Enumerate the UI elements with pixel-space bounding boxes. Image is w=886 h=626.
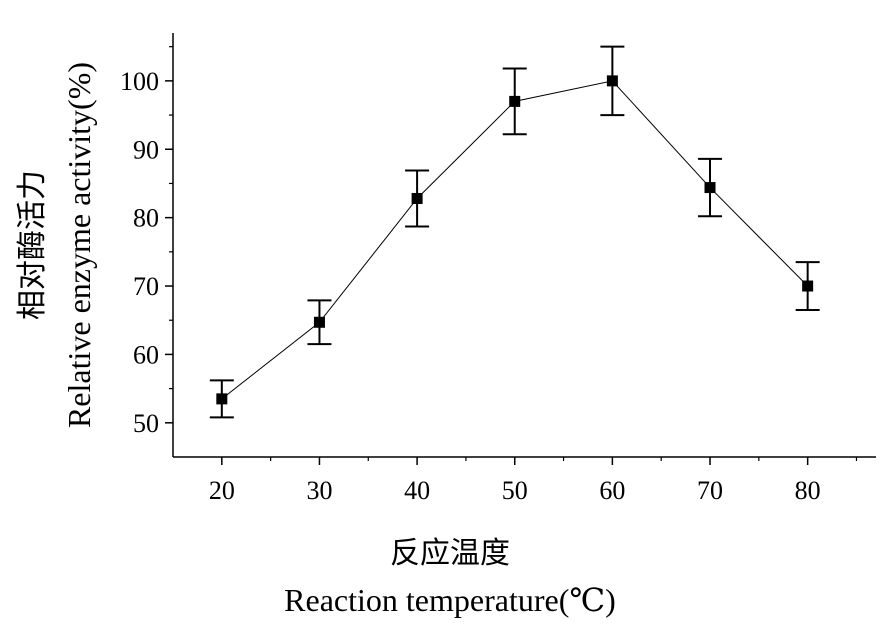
x-tick-label: 40 [404, 476, 430, 505]
data-point [802, 280, 814, 292]
data-point [509, 95, 521, 107]
data-point [704, 182, 716, 194]
y-tick-label: 50 [133, 409, 159, 438]
data-point [411, 192, 423, 204]
x-axis-title-cn: 反应温度 [390, 536, 510, 571]
data-point [606, 75, 618, 87]
ticks: 50 60 70 80 90 100 20 30 40 50 60 70 80 [120, 46, 858, 505]
axes [172, 33, 876, 458]
data-point [216, 393, 228, 405]
x-axis-title: Reaction temperature(℃) [284, 582, 616, 618]
y-axis-title: Relative enzyme activity(%) [61, 62, 97, 428]
x-tick-label: 30 [306, 476, 332, 505]
x-tick-label: 20 [209, 476, 235, 505]
series [209, 45, 820, 419]
x-tick-label: 50 [502, 476, 528, 505]
axis-labels: 反应温度 Reaction temperature(℃) 相对酶活力 Relat… [15, 62, 616, 618]
y-tick-label: 100 [120, 67, 159, 96]
y-tick-label: 80 [133, 204, 159, 233]
data-point [313, 316, 325, 328]
y-tick-label: 70 [133, 272, 159, 301]
y-axis-title-cn: 相对酶活力 [15, 170, 50, 320]
y-tick-label: 60 [133, 340, 159, 369]
x-tick-label: 80 [795, 476, 821, 505]
x-tick-label: 60 [599, 476, 625, 505]
x-tick-label: 70 [697, 476, 723, 505]
y-tick-label: 90 [133, 135, 159, 164]
